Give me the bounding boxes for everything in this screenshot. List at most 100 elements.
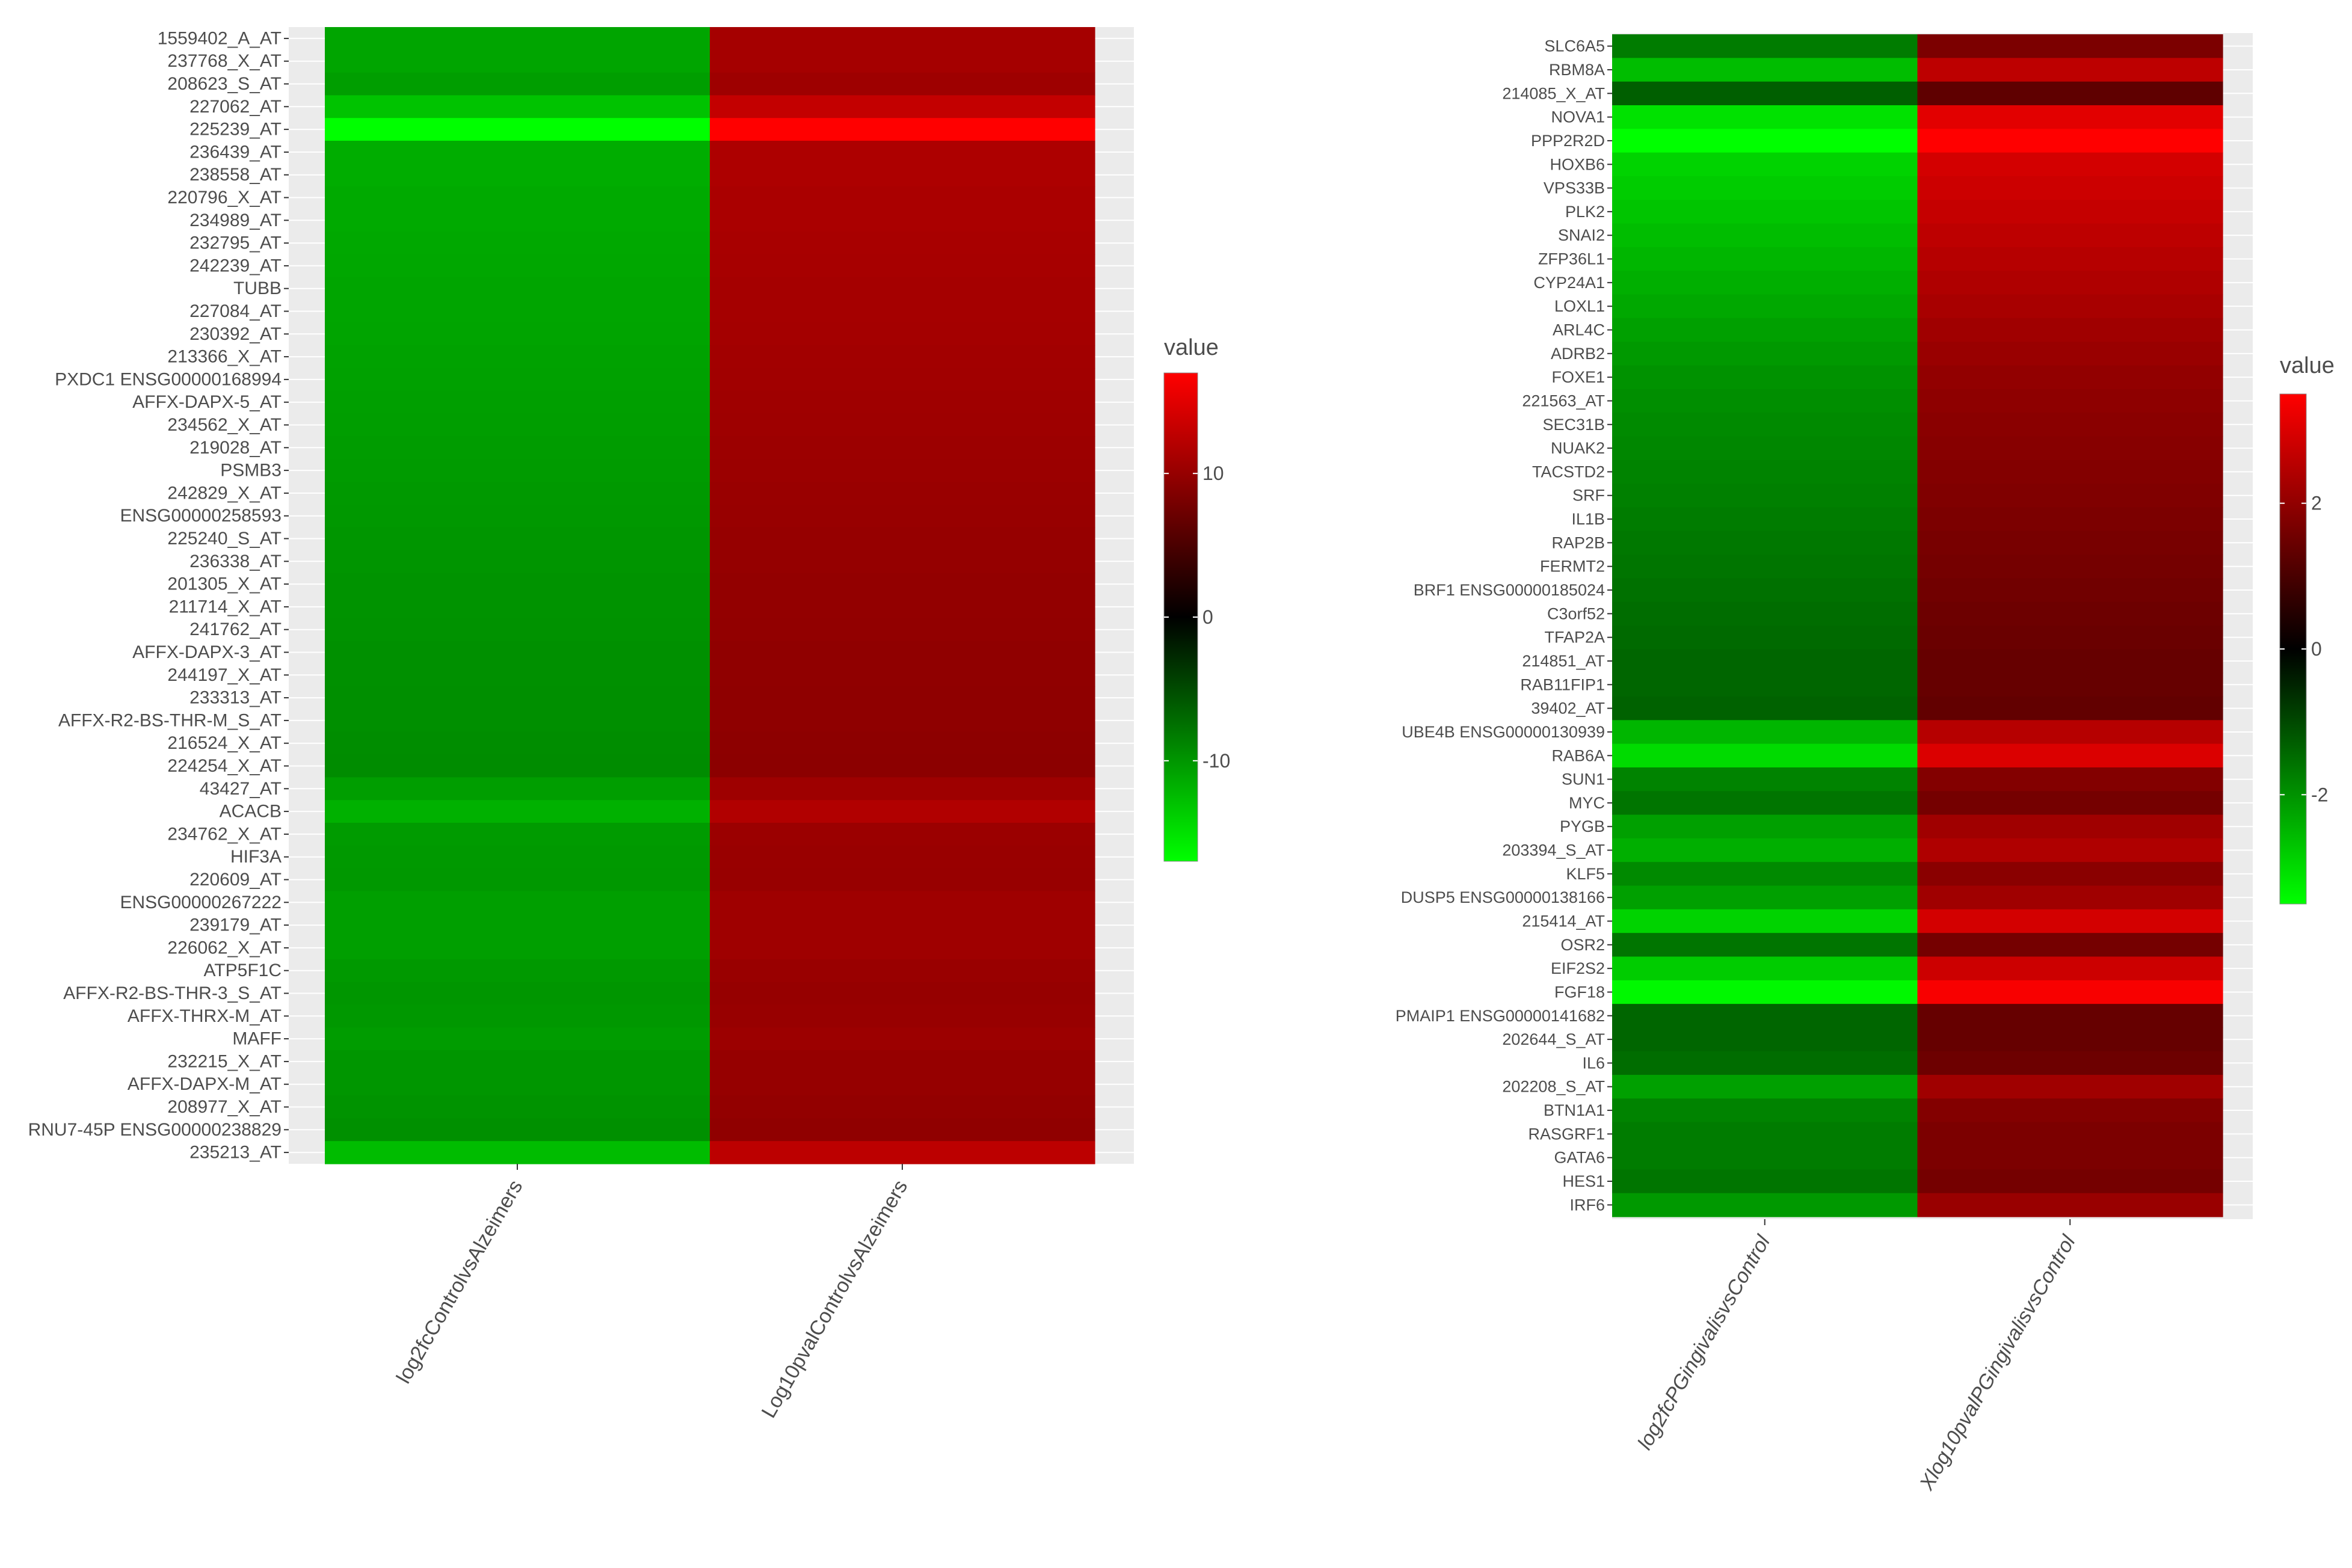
heatmap-cell: [1917, 530, 2223, 555]
heatmap-cell: [1917, 247, 2223, 271]
heatmap-cell: [710, 413, 1095, 437]
y-tick-label: NOVA1: [1551, 108, 1605, 126]
y-tick-label: 236439_AT: [189, 142, 282, 162]
y-tick-label: ENSG00000267222: [120, 893, 282, 912]
heatmap-cell: [1917, 791, 2223, 816]
heatmap-cell: [1612, 530, 1918, 555]
heatmap-cell: [325, 1141, 710, 1164]
y-tick-label: 238558_AT: [189, 165, 282, 185]
heatmap-cell: [1612, 484, 1918, 508]
y-tick-label: SUN1: [1562, 770, 1605, 789]
heatmap-cell: [710, 709, 1095, 733]
heatmap-cell: [1917, 578, 2223, 603]
y-tick-label: 239179_AT: [189, 915, 282, 935]
y-tick-label: NUAK2: [1551, 439, 1605, 457]
heatmap-cell: [325, 390, 710, 414]
legend-title: value: [2280, 353, 2335, 378]
heatmap-cell: [325, 1027, 710, 1051]
heatmap-cell: [1612, 980, 1918, 1004]
y-tick-label: PYGB: [1560, 817, 1605, 835]
heatmap-cell: [1612, 1051, 1918, 1075]
heatmap-cell: [325, 1050, 710, 1074]
y-tick-label: 235213_AT: [189, 1143, 282, 1163]
heatmap-cell: [1612, 720, 1918, 745]
heatmap-cell: [1917, 389, 2223, 413]
heatmap-cell: [1917, 318, 2223, 342]
heatmap-cell: [710, 368, 1095, 392]
y-tick-label: AFFX-DAPX-3_AT: [132, 642, 282, 662]
y-tick-label: AFFX-R2-BS-THR-M_S_AT: [58, 710, 282, 730]
y-tick-label: SRF: [1572, 487, 1605, 505]
legend-tick-label: -2: [2311, 784, 2328, 805]
heatmap-cell: [1612, 271, 1918, 295]
y-tick-label: 237768_X_AT: [167, 51, 282, 71]
color-legend: value 2 0 -2: [2279, 353, 2335, 905]
heatmap-cell: [325, 209, 710, 232]
y-tick-label: HIF3A: [230, 847, 282, 867]
heatmap-cell: [710, 731, 1095, 755]
heatmap-cell: [1612, 129, 1918, 153]
heatmap-cell: [1612, 223, 1918, 248]
y-tick-label: FERMT2: [1540, 558, 1605, 576]
heatmap-cell: [710, 868, 1095, 891]
heatmap-cell: [1612, 885, 1918, 910]
y-tick-label: 220796_X_AT: [167, 188, 282, 208]
y-tick-label: ZFP36L1: [1538, 250, 1605, 268]
y-tick-label: AFFX-R2-BS-THR-3_S_AT: [63, 983, 282, 1003]
y-tick-label: VPS33B: [1544, 179, 1605, 197]
heatmap-cell: [325, 413, 710, 437]
heatmap-cell: [325, 504, 710, 528]
heatmap-cell: [325, 27, 710, 51]
heatmap-cell: [710, 1027, 1095, 1051]
y-tick-label: OSR2: [1560, 936, 1605, 954]
heatmap-cell: [1612, 814, 1918, 839]
y-tick-label: 202208_S_AT: [1502, 1078, 1605, 1096]
color-legend: value 10 0 -10: [1163, 335, 1230, 862]
heatmap-cell: [1917, 507, 2223, 532]
y-tick-label: HOXB6: [1550, 155, 1605, 173]
heatmap-cell: [325, 982, 710, 1005]
y-tick-label: BTN1A1: [1544, 1101, 1605, 1119]
y-tick-label: 226062_X_AT: [167, 938, 282, 958]
heatmap-cell: [325, 436, 710, 460]
heatmap-cell: [1917, 1098, 2223, 1123]
heatmap-cell: [1612, 152, 1918, 177]
y-tick-label: PXDC1 ENSG00000168994: [55, 369, 282, 389]
heatmap-cell: [1917, 484, 2223, 508]
heatmap-cell: [1917, 672, 2223, 697]
heatmap-cell: [325, 300, 710, 323]
heatmap-cell: [1612, 436, 1918, 461]
y-tick-label: IL1B: [1571, 510, 1605, 528]
heatmap-cell: [710, 754, 1095, 778]
y-tick-label: 39402_AT: [1531, 699, 1605, 718]
heatmap-cell: [325, 186, 710, 209]
heatmap-cell: [710, 1004, 1095, 1028]
heatmap-cell: [1612, 342, 1918, 366]
y-tick-label: MAFF: [232, 1029, 282, 1049]
heatmap-cell: [325, 232, 710, 255]
heatmap-cell: [1917, 81, 2223, 106]
y-tick-label: PLK2: [1565, 203, 1605, 221]
y-tick-label: SEC31B: [1542, 416, 1605, 434]
heatmap-cell: [710, 800, 1095, 823]
heatmap-cell: [1612, 672, 1918, 697]
y-tick-label: PMAIP1 ENSG00000141682: [1396, 1007, 1605, 1025]
heatmap-cell: [325, 163, 710, 187]
heatmap-cell: [710, 345, 1095, 369]
heatmap-cell: [1612, 578, 1918, 603]
y-tick-label: 208623_S_AT: [167, 74, 282, 94]
heatmap-cell: [1917, 129, 2223, 153]
y-tick-label: RBM8A: [1549, 61, 1605, 79]
heatmap-cell: [1612, 933, 1918, 958]
heatmap-cell: [1917, 342, 2223, 366]
y-tick-label: 241762_AT: [189, 620, 282, 639]
y-tick-label: 232795_AT: [189, 233, 282, 253]
y-tick-label: TACSTD2: [1532, 463, 1605, 481]
heatmap-cell: [710, 300, 1095, 323]
heatmap-cell: [1917, 34, 2223, 58]
heatmap-cell: [1917, 956, 2223, 981]
heatmap-cell: [325, 663, 710, 687]
y-tick-label: 234762_X_AT: [167, 824, 282, 844]
y-tick-label: 221563_AT: [1522, 392, 1605, 410]
y-tick-label: 227062_AT: [189, 97, 282, 117]
